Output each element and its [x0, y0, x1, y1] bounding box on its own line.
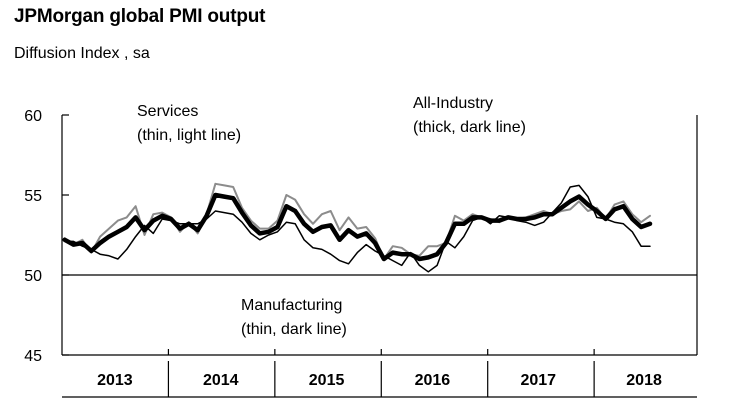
manufacturing-annotation-note: (thin, dark line) [241, 321, 347, 338]
x-tick-label: 2015 [309, 372, 345, 389]
y-tick-label: 50 [24, 268, 42, 285]
services-annotation-note: (thin, light line) [137, 127, 241, 144]
x-tick-label: 2013 [97, 372, 133, 389]
services-annotation-label: Services [137, 103, 198, 120]
all-industry-annotation-note: (thick, dark line) [413, 119, 526, 136]
chart-title: JPMorgan global PMI output [14, 6, 266, 27]
axes-group [61, 115, 698, 398]
series-line-all-industry [62, 192, 653, 262]
manufacturing-annotation-label: Manufacturing [241, 297, 342, 314]
y-tick-label: 45 [24, 348, 42, 365]
series-group [62, 182, 653, 273]
all-industry-annotation-label: All-Industry [413, 95, 493, 112]
y-tick-label: 60 [24, 108, 42, 125]
x-tick-label: 2016 [415, 372, 451, 389]
annotations-group: Services (thin, light line) All-Industry… [137, 95, 526, 338]
y-ticks-group: 45 50 55 60 [24, 108, 69, 365]
chart-subtitle: Diffusion Index , sa [14, 45, 150, 62]
x-ticks-group: 2013 2014 2015 2016 2017 2018 [97, 349, 662, 397]
y-tick-label: 55 [24, 188, 42, 205]
x-tick-label: 2017 [520, 372, 556, 389]
x-tick-label: 2018 [626, 372, 662, 389]
x-tick-label: 2014 [203, 372, 239, 389]
